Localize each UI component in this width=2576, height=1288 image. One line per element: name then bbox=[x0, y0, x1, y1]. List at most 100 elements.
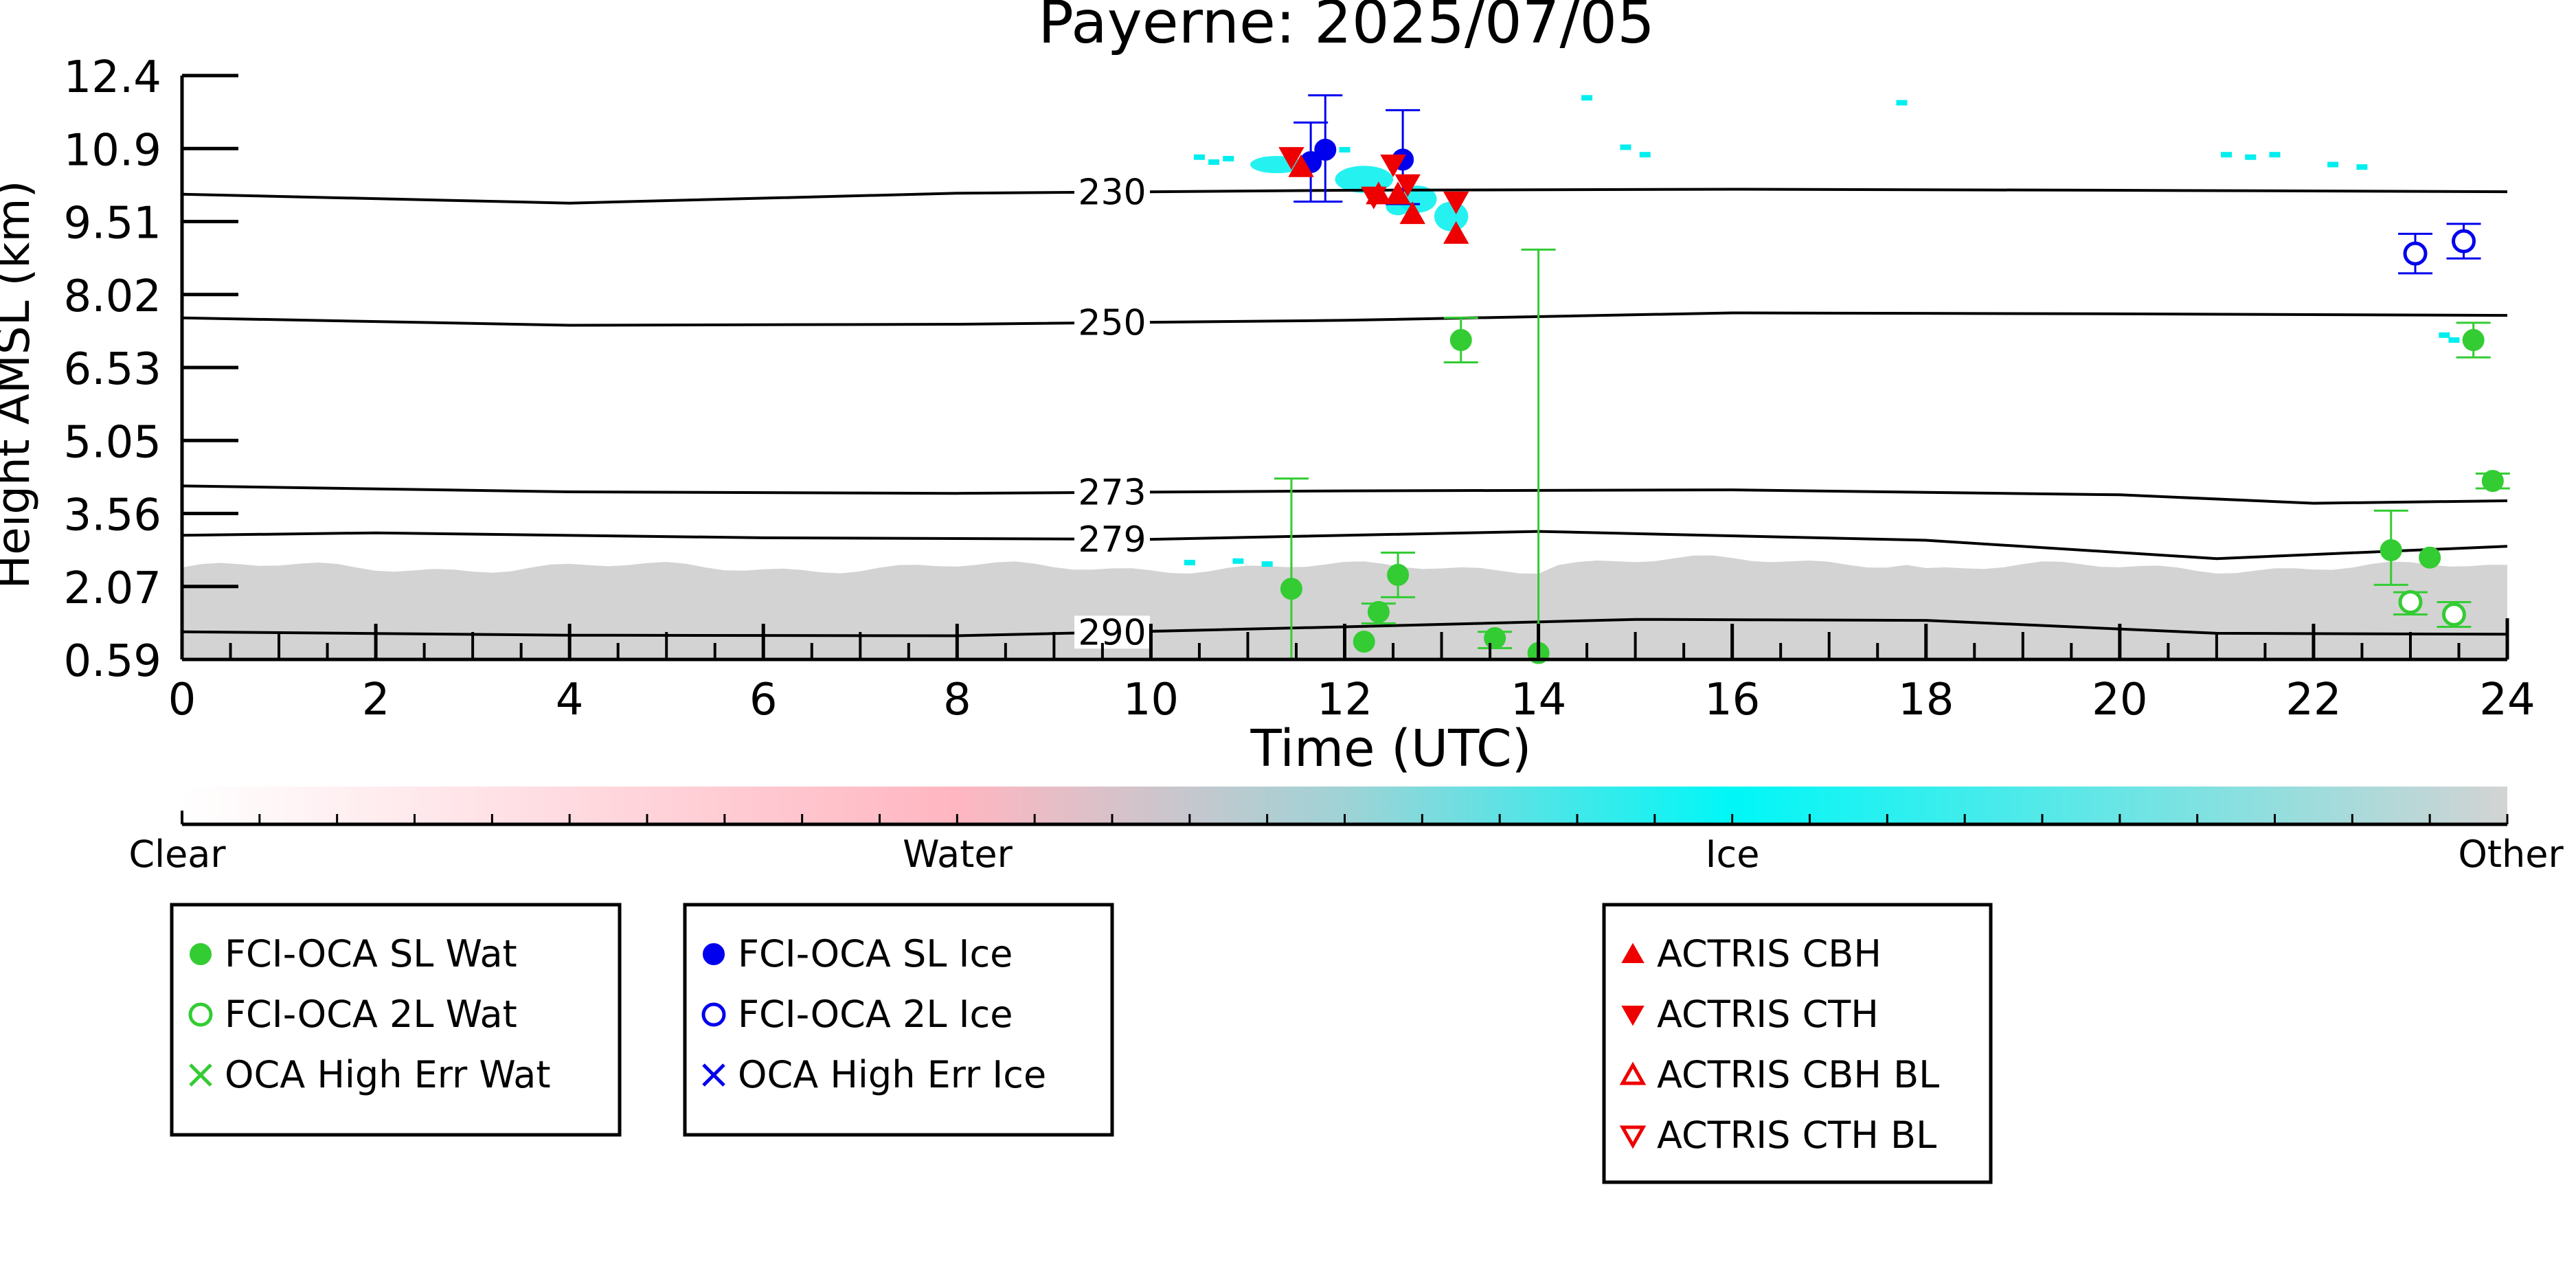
data-point bbox=[1443, 191, 1469, 214]
isotherm-230 bbox=[181, 188, 2508, 205]
data-point bbox=[1394, 174, 1421, 197]
data-point bbox=[1385, 181, 1411, 205]
ice-class-pixel bbox=[1639, 152, 1651, 158]
legend-marker bbox=[1619, 1061, 1647, 1085]
legend-label: OCA High Err Wat bbox=[225, 1053, 551, 1096]
isotherm-label-250: 250 bbox=[1078, 303, 1146, 344]
legend-marker bbox=[189, 1063, 212, 1087]
ice-class-pixel bbox=[1193, 154, 1205, 160]
y-tick-label: 0.59 bbox=[64, 636, 162, 687]
legend-label: OCA High Err Ice bbox=[738, 1053, 1046, 1096]
x-tick-label: 22 bbox=[2285, 675, 2341, 725]
isotherm-290 bbox=[181, 618, 2508, 637]
legend-actris: ACTRIS CBH ACTRIS CTH ACTRIS CBH BL ACTRIS … bbox=[1602, 903, 1993, 1184]
y-axis-label: Height AMSL (km) bbox=[0, 181, 40, 589]
data-point bbox=[2403, 241, 2428, 266]
legend-water: FCI-OCA SL Wat FCI-OCA 2L Wat OCA High Err… bbox=[170, 903, 622, 1137]
colorbar-ticks bbox=[181, 814, 2509, 824]
colorbar-label-clear: Clear bbox=[128, 833, 226, 876]
legend-marker bbox=[190, 943, 212, 965]
x-axis-ticks: 0 2 4 6 8 10 12 14 16 18 20 22 24 bbox=[168, 624, 2535, 725]
x-tick-label: 6 bbox=[749, 675, 778, 725]
x-tick-label: 2 bbox=[362, 675, 390, 725]
ice-class-pixel bbox=[1208, 159, 1220, 165]
data-point bbox=[1353, 631, 1375, 653]
legend-marker bbox=[1619, 1125, 1647, 1149]
y-tick-label: 6.53 bbox=[64, 344, 162, 395]
data-point bbox=[1280, 578, 1302, 600]
x-tick-label: 4 bbox=[556, 675, 584, 725]
y-axis-ticks: 0.59 2.07 3.56 5.05 6.53 8.02 9.51 10.9 12.4 bbox=[64, 52, 238, 687]
x-tick-label: 8 bbox=[943, 675, 971, 725]
y-tick-label: 2.07 bbox=[64, 563, 162, 614]
x-tick-label: 20 bbox=[2092, 675, 2147, 725]
data-markers bbox=[1278, 138, 2504, 664]
data-point bbox=[1361, 186, 1387, 210]
ice-class-pixel bbox=[2245, 154, 2257, 160]
x-tick-label: 24 bbox=[2479, 675, 2535, 725]
data-point bbox=[1399, 201, 1425, 225]
ice-class-pixel bbox=[1896, 100, 1908, 106]
y-tick-label: 9.51 bbox=[64, 199, 162, 249]
isotherm-label-290: 290 bbox=[1078, 612, 1146, 653]
legend-marker bbox=[188, 1002, 213, 1027]
data-point bbox=[1484, 627, 1506, 650]
ice-class-pixel bbox=[2327, 161, 2339, 168]
colorbar-label-other: Other bbox=[2458, 833, 2564, 876]
isotherm-label-bg bbox=[1074, 522, 1150, 556]
classification-background bbox=[182, 95, 2507, 659]
data-point bbox=[1443, 221, 1469, 244]
x-tick-label: 10 bbox=[1123, 675, 1179, 725]
legend-marker bbox=[1621, 942, 1645, 963]
isotherm-label-bg bbox=[1074, 306, 1150, 339]
ice-class-pixel bbox=[1581, 95, 1593, 101]
y-tick-label: 3.56 bbox=[64, 490, 162, 541]
isotherm-label-bg bbox=[1074, 475, 1150, 509]
legend-label: FCI-OCA SL Wat bbox=[225, 932, 517, 975]
isotherm-label-273: 273 bbox=[1078, 473, 1146, 514]
ice-class-pixel bbox=[1223, 155, 1234, 161]
legend-marker bbox=[1621, 1006, 1645, 1026]
legend-label: FCI-OCA SL Ice bbox=[738, 932, 1013, 975]
isotherm-label-bg bbox=[1074, 615, 1150, 649]
data-point bbox=[2452, 229, 2476, 253]
ice-class-pixel bbox=[2356, 164, 2368, 170]
ice-class-pixel bbox=[2448, 337, 2460, 343]
data-point bbox=[1314, 138, 1337, 161]
data-point bbox=[1380, 154, 1406, 177]
data-point bbox=[1278, 147, 1304, 170]
ice-class-pixel bbox=[1261, 561, 1273, 567]
isotherm-273 bbox=[181, 484, 2508, 505]
legend-marker bbox=[703, 943, 725, 965]
data-point bbox=[1387, 563, 1410, 586]
chart-title: Payerne: 2025/07/05 bbox=[1038, 0, 1655, 57]
data-point bbox=[1288, 154, 1314, 177]
y-tick-label: 10.9 bbox=[64, 125, 162, 176]
isotherm-label-279: 279 bbox=[1078, 519, 1146, 561]
legend-label: ACTRIS CBH bbox=[1657, 932, 1882, 975]
ice-class-pixel bbox=[1184, 559, 1195, 565]
data-point bbox=[2462, 329, 2485, 352]
ice-class-pixel bbox=[2439, 332, 2450, 338]
isotherm-250 bbox=[181, 311, 2508, 327]
ice-class-pixel bbox=[1339, 146, 1351, 152]
legend-ice: FCI-OCA SL Ice FCI-OCA 2L Ice OCA High Err… bbox=[683, 903, 1114, 1137]
y-tick-label: 5.05 bbox=[64, 417, 162, 468]
colorbar-label-water: Water bbox=[903, 833, 1013, 876]
x-axis-label: Time (UTC) bbox=[1250, 719, 1531, 778]
legend-marker bbox=[702, 1063, 725, 1087]
legend-label: ACTRIS CTH bbox=[1657, 993, 1879, 1036]
data-point bbox=[2380, 539, 2402, 561]
isotherm-label-230: 230 bbox=[1078, 172, 1146, 214]
legend-label: ACTRIS CBH BL bbox=[1657, 1053, 1939, 1096]
legend-marker bbox=[701, 1002, 726, 1027]
isotherm-279 bbox=[181, 530, 2508, 561]
colorbar-label-ice: Ice bbox=[1706, 833, 1760, 876]
data-point bbox=[2419, 546, 2441, 569]
x-tick-label: 0 bbox=[168, 675, 196, 725]
data-point bbox=[1367, 600, 1390, 623]
y-tick-label: 8.02 bbox=[64, 271, 162, 322]
x-tick-label: 12 bbox=[1317, 675, 1372, 725]
x-tick-label: 18 bbox=[1898, 675, 1954, 725]
